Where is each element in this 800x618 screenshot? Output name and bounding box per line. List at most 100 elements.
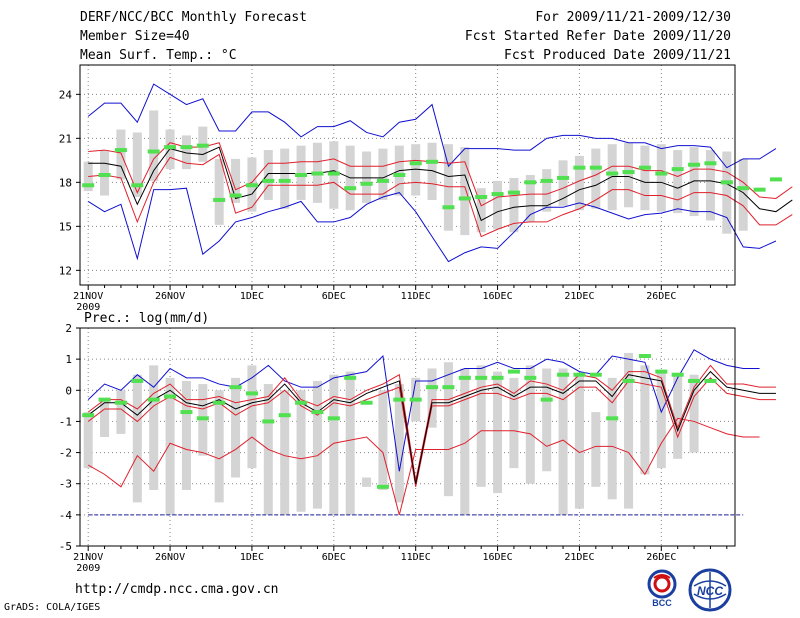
prec-box xyxy=(427,368,437,428)
temp-box xyxy=(378,148,388,200)
temp-box xyxy=(296,145,306,200)
prec-box xyxy=(378,390,388,490)
prec-observed-marker xyxy=(114,400,127,405)
temp-box xyxy=(673,150,683,214)
temp-observed-marker xyxy=(491,192,504,197)
prec-box xyxy=(181,380,191,490)
prec-x-tick-label: 16DEC xyxy=(483,552,513,563)
prec-box xyxy=(280,390,290,515)
temp-box xyxy=(591,148,601,209)
prec-observed-marker xyxy=(164,394,177,399)
grads-credit: GrADS: COLA/IGES xyxy=(4,602,101,613)
prec-observed-marker xyxy=(491,375,504,380)
source-url: http://cmdp.ncc.cma.gov.cn xyxy=(75,582,279,597)
temp-box xyxy=(132,132,142,197)
temp-observed-marker xyxy=(638,165,651,170)
prec-x-tick-label: 11DEC xyxy=(401,552,431,563)
temp-observed-marker xyxy=(278,178,291,183)
prec-observed-marker xyxy=(196,416,209,421)
prec-line-upper-inner xyxy=(87,364,776,481)
bcc-logo-text: BCC xyxy=(652,598,672,608)
prec-x-tick-label: 1DEC xyxy=(240,552,264,563)
temp-observed-marker xyxy=(769,177,782,182)
temp-observed-marker xyxy=(327,171,340,176)
temp-box xyxy=(476,188,486,233)
variable-label: Mean Surf. Temp.: °C xyxy=(80,48,237,63)
temp-observed-marker xyxy=(704,161,717,166)
produced-date-label: Fcst Produced Date 2009/11/21 xyxy=(504,48,731,63)
temp-box xyxy=(640,145,650,211)
prec-line-ensemble-mean xyxy=(87,370,776,484)
temp-observed-marker xyxy=(426,159,439,164)
temp-observed-marker xyxy=(720,180,733,185)
temp-box xyxy=(263,150,273,200)
temp-observed-marker xyxy=(131,183,144,188)
temp-observed-marker xyxy=(737,186,750,191)
temp-observed-marker xyxy=(114,148,127,153)
prec-observed-marker xyxy=(278,413,291,418)
prec-box xyxy=(591,412,601,487)
prec-box xyxy=(443,362,453,497)
prec-observed-marker xyxy=(311,410,324,415)
temp-box xyxy=(525,175,535,222)
prec-observed-marker xyxy=(131,378,144,383)
temp-observed-marker xyxy=(245,183,258,188)
temp-box xyxy=(149,110,159,181)
prec-box xyxy=(509,377,519,469)
prec-box xyxy=(296,390,306,512)
prec-x-tick-label: 26NOV xyxy=(155,552,185,563)
prec-box xyxy=(558,368,568,515)
prec-box xyxy=(460,368,470,515)
temp-box xyxy=(542,169,552,212)
prec-observed-marker xyxy=(655,369,668,374)
temp-x-tick-label: 1DEC xyxy=(240,291,264,302)
temp-box xyxy=(656,144,666,212)
temp-box xyxy=(722,151,732,234)
ncc-logo-icon: NCC xyxy=(688,568,732,612)
bcc-logo-icon: BCC xyxy=(647,569,677,608)
prec-box xyxy=(345,371,355,515)
prec-y-tick-label: -4 xyxy=(59,509,73,522)
prec-observed-marker xyxy=(82,413,95,418)
prec-box xyxy=(231,377,241,478)
prec-box xyxy=(656,371,666,469)
prec-box xyxy=(673,374,683,459)
prec-box xyxy=(640,365,650,475)
prec-observed-marker xyxy=(507,369,520,374)
temp-box xyxy=(574,155,584,211)
temp-observed-marker xyxy=(458,196,471,201)
prec-observed-marker xyxy=(245,391,258,396)
temp-box xyxy=(181,135,191,170)
prec-box xyxy=(689,374,699,453)
prec-box xyxy=(312,380,322,509)
temp-line-lower-outer xyxy=(87,187,777,263)
temp-box xyxy=(493,180,503,230)
prec-box xyxy=(362,477,372,487)
temp-observed-marker xyxy=(753,187,766,192)
prec-observed-marker xyxy=(98,397,111,402)
prec-observed-marker xyxy=(573,372,586,377)
prec-observed-marker xyxy=(622,378,635,383)
prec-box xyxy=(542,368,552,472)
prec-observed-marker xyxy=(262,419,275,424)
temp-box xyxy=(460,147,470,236)
temp-line-upper-outer xyxy=(87,83,777,169)
prec-x-tick-label: 26DEC xyxy=(646,552,676,563)
temp-observed-marker xyxy=(524,180,537,185)
prec-observed-marker xyxy=(376,484,389,489)
prec-line-upper-outer xyxy=(87,349,760,472)
prec-observed-marker xyxy=(606,416,619,421)
member-size-label: Member Size=40 xyxy=(80,29,190,44)
prec-x-tick-label: 21NOV xyxy=(73,552,103,563)
temp-observed-marker xyxy=(229,193,242,198)
prec-line-lower-inner xyxy=(87,377,776,487)
temp-observed-marker xyxy=(147,149,160,154)
temp-observed-marker xyxy=(442,205,455,210)
prec-observed-marker xyxy=(393,397,406,402)
prec-observed-marker xyxy=(229,385,242,390)
prec-y-tick-label: -1 xyxy=(59,415,72,428)
prec-y-tick-label: 1 xyxy=(65,353,72,366)
prec-observed-marker xyxy=(475,375,488,380)
prec-x-tick-label: 6DEC xyxy=(322,552,346,563)
